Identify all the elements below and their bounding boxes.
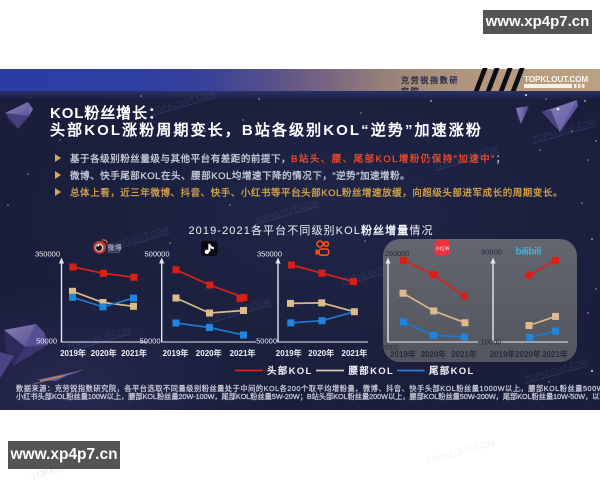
svg-text:2021年: 2021年 — [121, 348, 147, 358]
svg-text:微博: 微博 — [107, 243, 122, 252]
svg-text:2020年: 2020年 — [196, 348, 222, 358]
svg-text:2020年: 2020年 — [91, 348, 117, 358]
svg-text:350000: 350000 — [257, 250, 282, 259]
svg-text:2020年: 2020年 — [308, 348, 334, 358]
svg-text:350000: 350000 — [35, 250, 60, 259]
svg-text:小红书: 小红书 — [435, 245, 449, 252]
svg-text:50000: 50000 — [256, 337, 277, 346]
svg-text:2021年: 2021年 — [342, 348, 368, 358]
svg-text:腰部KOL: 腰部KOL — [348, 365, 395, 377]
svg-text:2019年: 2019年 — [390, 349, 416, 359]
svg-text:2019年: 2019年 — [60, 348, 86, 358]
svg-text:bilibili: bilibili — [516, 247, 542, 258]
svg-text:2019年: 2019年 — [276, 348, 302, 358]
svg-text:2021年: 2021年 — [542, 349, 568, 359]
svg-text:2020年: 2020年 — [515, 349, 541, 359]
svg-text:2021年: 2021年 — [451, 349, 477, 359]
svg-text:2019年: 2019年 — [163, 348, 189, 358]
svg-text:2021年: 2021年 — [230, 348, 256, 358]
svg-text:头部KOL: 头部KOL — [267, 365, 313, 377]
svg-text:90000: 90000 — [481, 248, 502, 257]
svg-text:50000: 50000 — [36, 337, 57, 346]
svg-text:200000: 200000 — [384, 249, 409, 258]
svg-text:30000: 30000 — [378, 343, 399, 352]
svg-text:尾部KOL: 尾部KOL — [428, 365, 475, 377]
svg-text:10000: 10000 — [481, 338, 502, 347]
svg-text:2020年: 2020年 — [421, 349, 447, 359]
svg-text:50000: 50000 — [140, 337, 161, 346]
svg-text:500000: 500000 — [144, 250, 169, 259]
svg-text:2019年: 2019年 — [490, 349, 516, 359]
